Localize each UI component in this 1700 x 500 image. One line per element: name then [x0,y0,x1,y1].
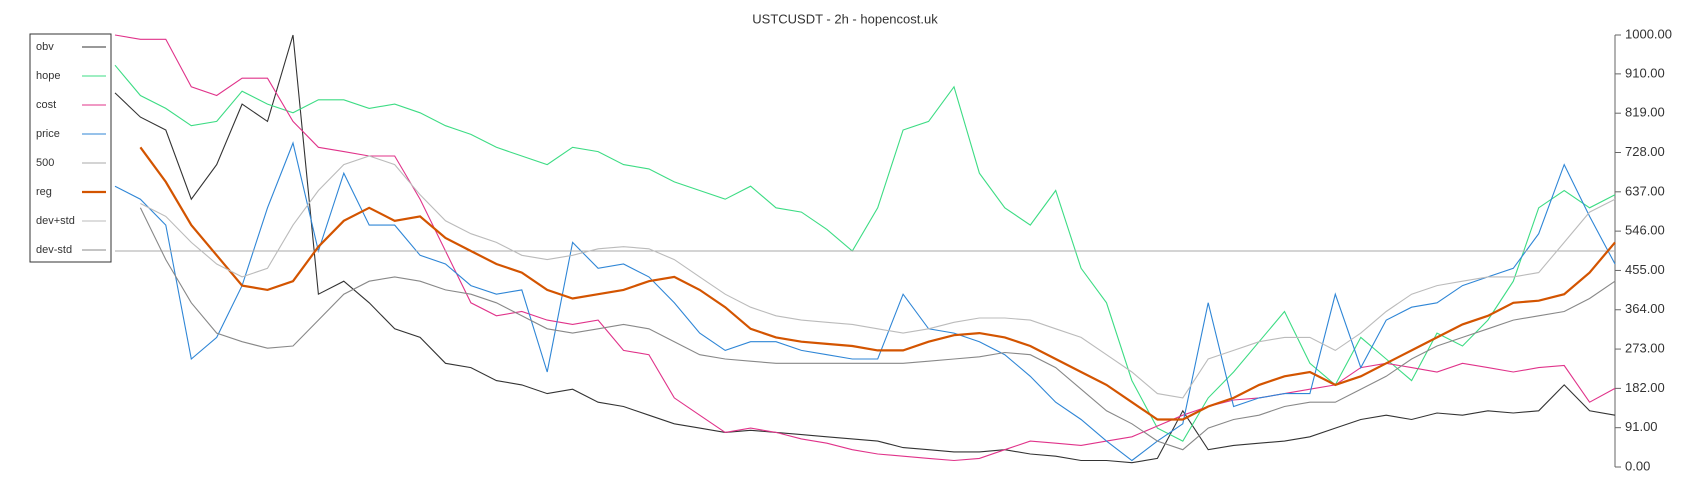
y-tick-label: 728.00 [1625,144,1665,159]
legend-label: 500 [36,157,54,169]
legend-box [29,33,112,263]
y-tick-label: 546.00 [1625,223,1665,238]
y-tick-label: 910.00 [1625,65,1665,80]
series-line [140,155,1616,399]
y-tick-label: 91.00 [1625,419,1658,434]
y-tick-label: 364.00 [1625,301,1665,316]
legend-label: dev-std [36,244,72,256]
legend-label: dev+std [36,215,75,227]
y-tick-label: 455.00 [1625,262,1665,277]
chart-title: USTCUSDT - 2h - hopencost.uk [752,11,938,26]
legend-label: reg [36,186,52,198]
series-line [114,64,1616,442]
legend-label: hope [36,70,60,82]
legend-label: price [36,128,60,140]
series-line [139,207,1616,451]
y-tick-label: 637.00 [1625,183,1665,198]
series-line [114,34,1616,464]
series-line [114,141,1616,462]
series-line [139,146,1616,421]
y-tick-label: 273.00 [1625,341,1665,356]
y-tick-label: 0.00 [1625,458,1650,473]
y-tick-label: 819.00 [1625,105,1665,120]
legend-label: cost [36,99,56,111]
y-tick-label: 182.00 [1625,380,1665,395]
legend-label: obv [36,41,54,53]
y-tick-label: 1000.00 [1625,26,1672,41]
series-line [114,34,1616,462]
